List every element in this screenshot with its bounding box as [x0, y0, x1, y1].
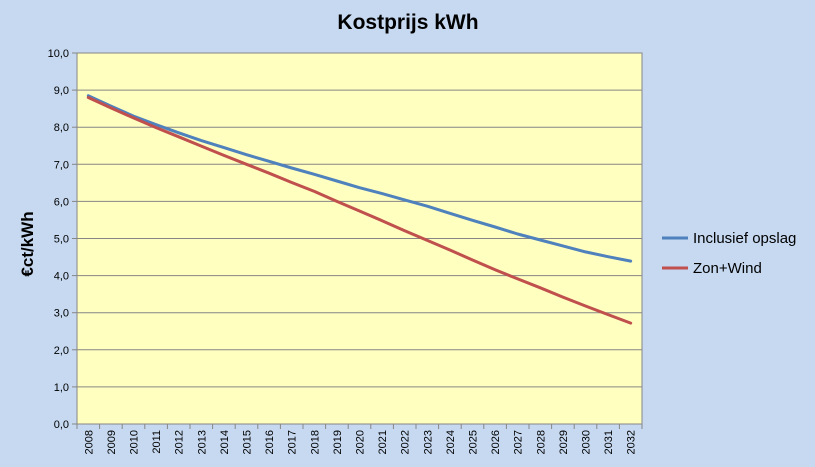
x-tick-label: 2031: [603, 430, 615, 454]
y-axis-ticks: 0,0 1,0 2,0 3,0 4,0 5,0 6,0 7,0 8,0 9,0 10,0: [48, 48, 69, 431]
x-tick-label: 2019: [332, 430, 344, 454]
plot-border: [76, 52, 643, 425]
y-tick-label: 10,0: [48, 48, 69, 60]
x-tick-label: 2017: [287, 430, 299, 454]
y-tick-label: 3,0: [54, 308, 69, 320]
x-tick-label: 2013: [196, 430, 208, 454]
x-tick-label: 2020: [355, 430, 367, 454]
axes: [72, 52, 643, 429]
x-tick-label: 2026: [490, 430, 502, 454]
legend: Inclusief opslag Zon+Wind: [662, 230, 796, 277]
x-tick-label: 2015: [242, 430, 254, 454]
x-tick-label: 2022: [400, 430, 412, 454]
x-tick-label: 2027: [513, 430, 525, 454]
y-tick-label: 9,0: [54, 85, 69, 97]
chart-title: Kostprijs kWh: [337, 11, 478, 34]
y-tick-label: 2,0: [54, 345, 69, 357]
x-tick-label: 2028: [535, 430, 547, 454]
x-tick-label: 2011: [151, 430, 163, 454]
x-tick-label: 2008: [83, 430, 95, 454]
series-line-1: [86, 94, 633, 263]
y-axis-label: €ct/kWh: [18, 211, 37, 276]
x-tick-label: 2014: [219, 430, 231, 454]
legend-label: Inclusief opslag: [693, 230, 796, 247]
x-tick-label: 2021: [377, 430, 389, 454]
data-series: [86, 94, 633, 325]
x-tick-label: 2009: [106, 430, 118, 454]
x-tick-label: 2029: [558, 430, 570, 454]
x-tick-label: 2025: [468, 430, 480, 454]
x-tick-label: 2023: [422, 430, 434, 454]
x-tick-label: 2010: [129, 430, 141, 454]
y-tick-label: 8,0: [54, 122, 69, 134]
legend-label: Zon+Wind: [693, 260, 762, 277]
x-tick-label: 2024: [445, 430, 457, 454]
x-tick-label: 2030: [581, 430, 593, 454]
x-tick-label: 2018: [309, 430, 321, 454]
y-tick-label: 4,0: [54, 271, 69, 283]
x-tick-label: 2032: [626, 430, 638, 454]
x-tick-label: 2012: [174, 430, 186, 454]
y-tick-label: 5,0: [54, 234, 69, 246]
x-axis-ticks: 2008 2009 2010 2011 2012 2013 2014 2015 2016 2017…: [83, 430, 637, 454]
y-tick-label: 6,0: [54, 196, 69, 208]
y-tick-label: 1,0: [54, 382, 69, 394]
y-tick-label: 7,0: [54, 159, 69, 171]
y-tick-label: 0,0: [54, 419, 69, 431]
series-line-2: [86, 96, 633, 325]
x-tick-label: 2016: [264, 430, 276, 454]
